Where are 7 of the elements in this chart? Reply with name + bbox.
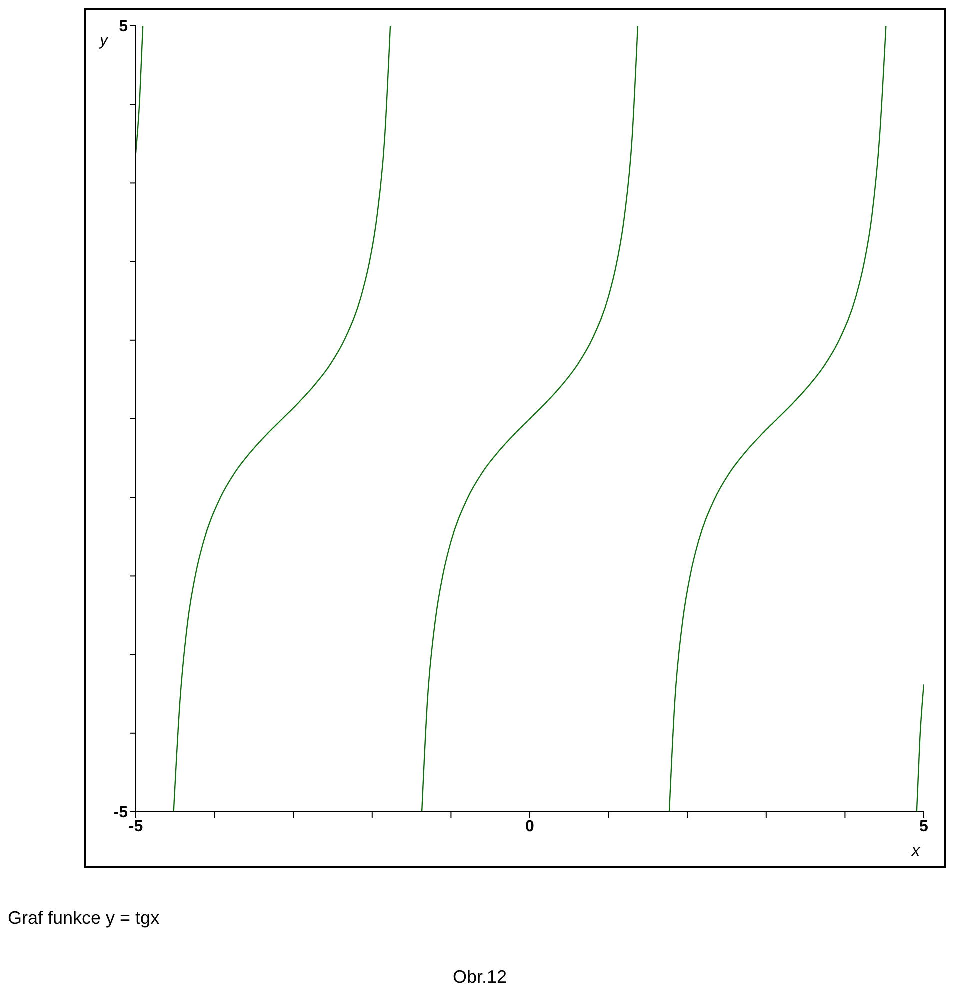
x-axis-title: x bbox=[911, 843, 921, 860]
x-tick-label: 0 bbox=[526, 818, 535, 836]
text: Obr.12 bbox=[452, 967, 508, 987]
text: Graf funkce y = tgx bbox=[8, 908, 160, 928]
x-tick-label: 5 bbox=[920, 818, 929, 836]
y-axis-title: y bbox=[99, 32, 109, 50]
x-tick-label: -5 bbox=[128, 818, 144, 836]
